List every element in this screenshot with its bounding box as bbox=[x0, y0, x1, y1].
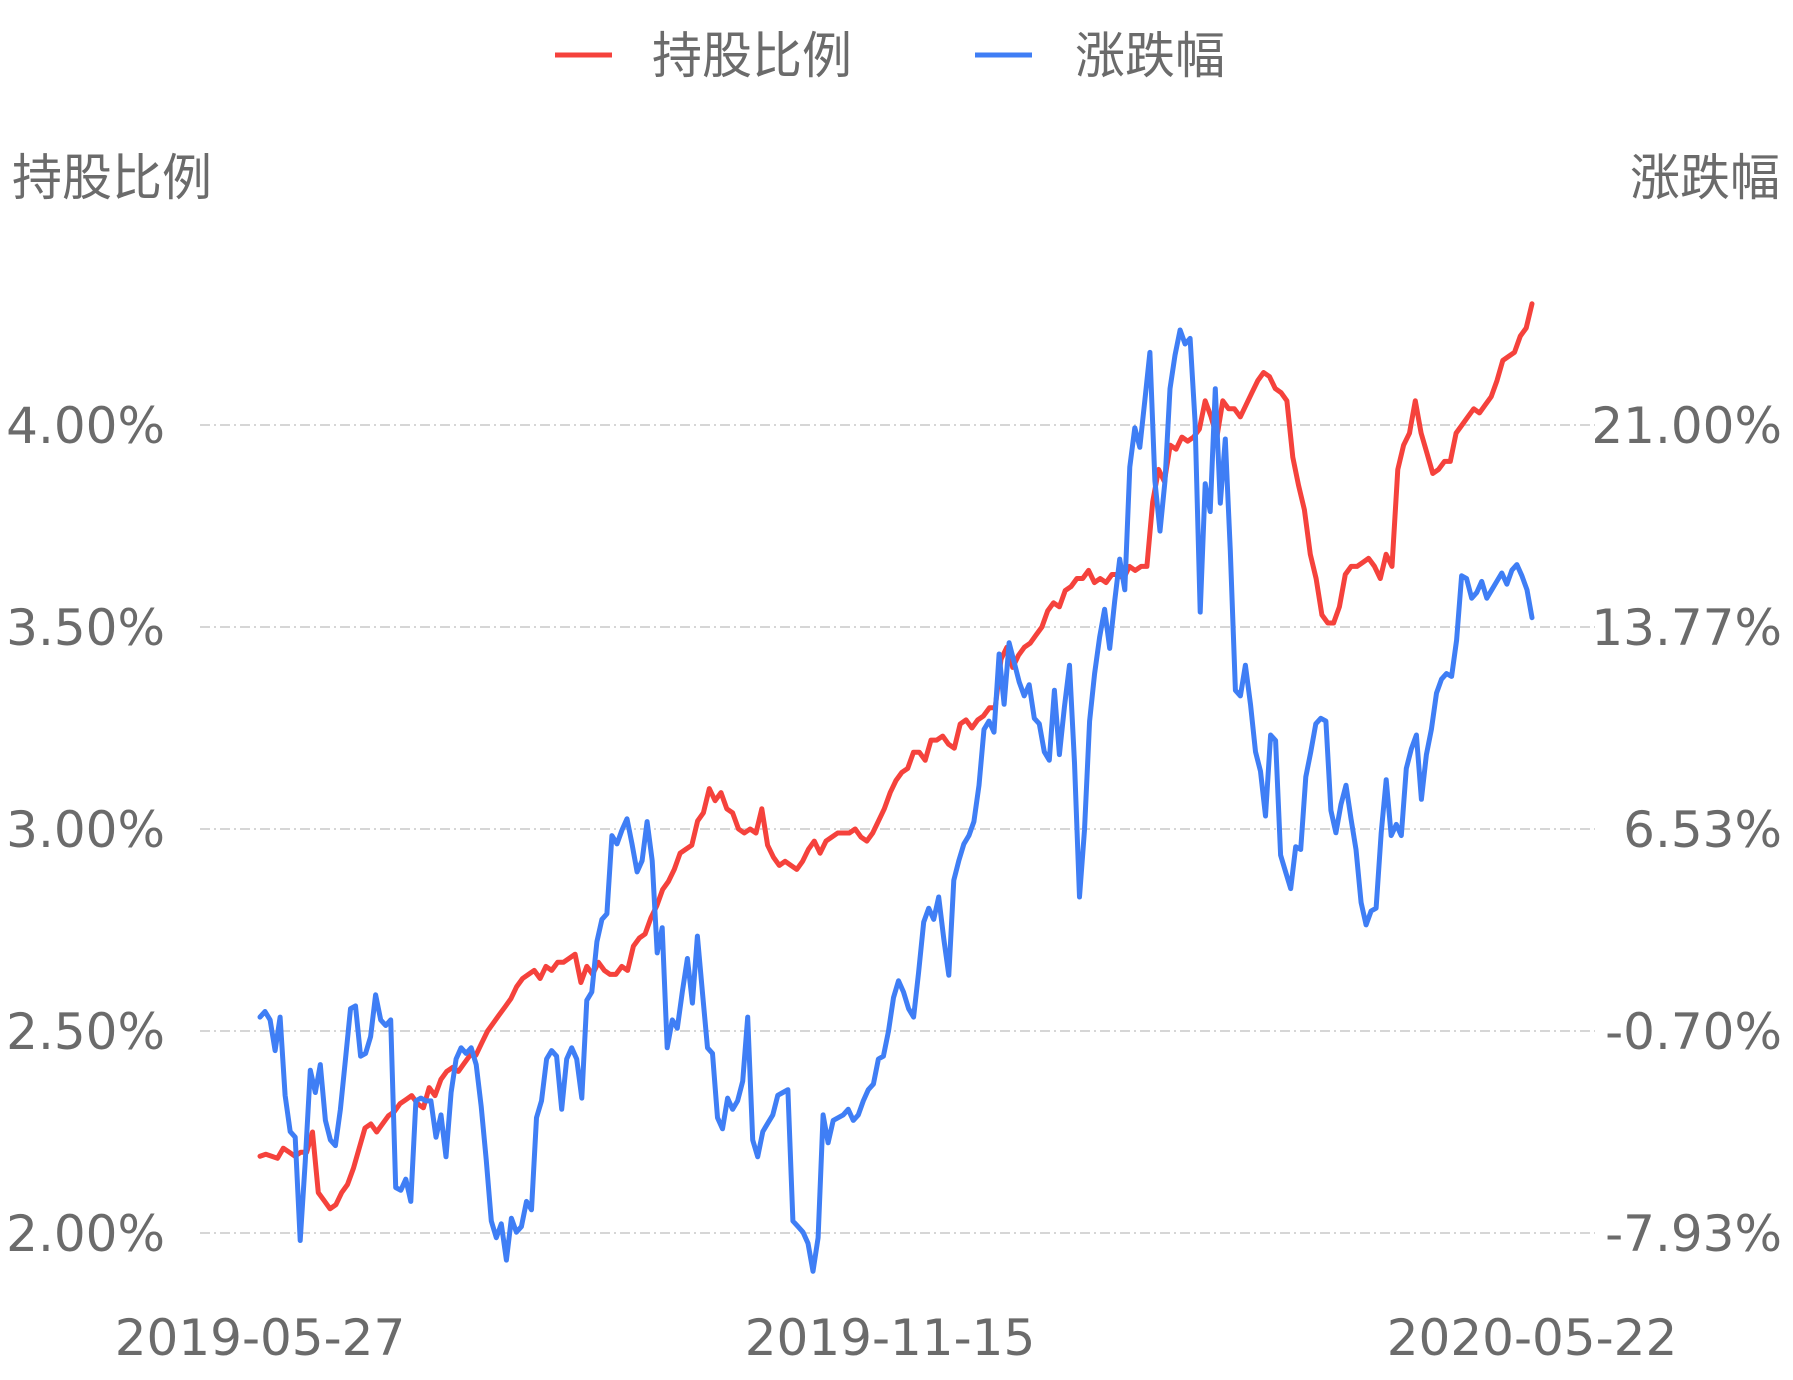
legend: 持股比例 涨跌幅 bbox=[555, 27, 1225, 85]
left-tick-label: 4.00% bbox=[6, 397, 165, 455]
left-axis-title: 持股比例 bbox=[12, 149, 212, 207]
left-tick-label: 3.50% bbox=[6, 599, 165, 657]
x-tick-label: 2019-11-15 bbox=[745, 1309, 1036, 1367]
x-tick-label: 2020-05-22 bbox=[1387, 1309, 1678, 1367]
series-line-change-pct bbox=[257, 327, 1535, 1274]
right-axis-ticks: -7.93% -0.70% 6.53% 13.77% 21.00% bbox=[1591, 397, 1782, 1263]
gridlines bbox=[200, 424, 1595, 1234]
right-tick-label: -0.70% bbox=[1605, 1003, 1782, 1061]
legend-label-holding-ratio: 持股比例 bbox=[652, 27, 852, 85]
x-axis-ticks: 2019-05-27 2019-11-15 2020-05-22 bbox=[115, 1309, 1678, 1367]
right-tick-label: 13.77% bbox=[1591, 599, 1782, 657]
left-tick-label: 2.50% bbox=[6, 1003, 165, 1061]
left-axis-ticks: 2.00% 2.50% 3.00% 3.50% 4.00% bbox=[6, 397, 165, 1263]
legend-label-change-pct: 涨跌幅 bbox=[1075, 27, 1225, 85]
x-tick-label: 2019-05-27 bbox=[115, 1309, 406, 1367]
left-tick-label: 3.00% bbox=[6, 801, 165, 859]
right-axis-title: 涨跌幅 bbox=[1630, 149, 1780, 207]
series-line-holding-ratio bbox=[257, 301, 1535, 1212]
right-tick-label: -7.93% bbox=[1605, 1205, 1782, 1263]
right-tick-label: 21.00% bbox=[1591, 397, 1782, 455]
right-tick-label: 6.53% bbox=[1623, 801, 1782, 859]
left-tick-label: 2.00% bbox=[6, 1205, 165, 1263]
